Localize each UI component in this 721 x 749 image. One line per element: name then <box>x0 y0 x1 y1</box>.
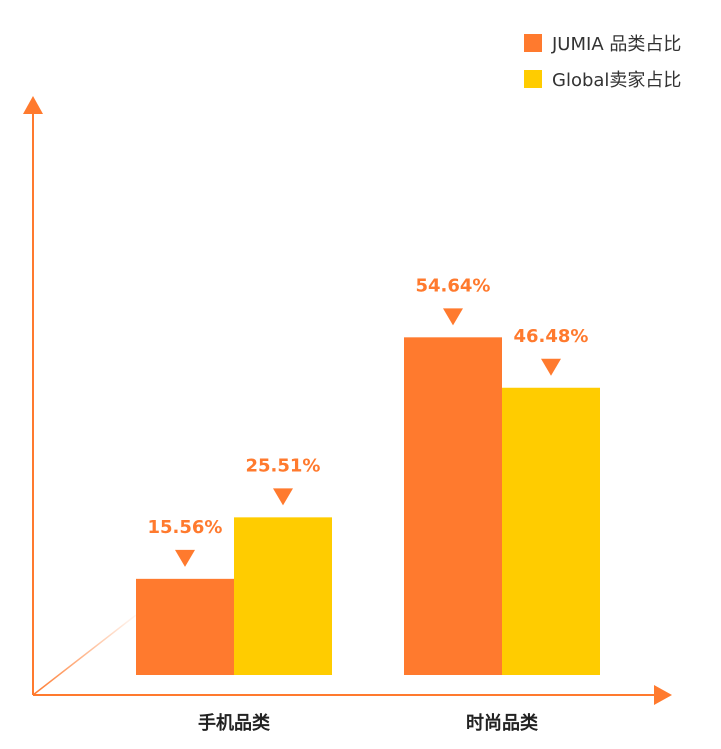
legend: JUMIA 品类占比 Global卖家占比 <box>524 34 681 91</box>
y-axis-arrow-icon <box>23 96 43 114</box>
value-label-2-series-2: 46.48% <box>514 326 589 347</box>
legend-label-series-2: Global卖家占比 <box>552 70 681 91</box>
bars <box>136 337 600 675</box>
bar-1-series-1 <box>136 578 234 675</box>
category-label-1: 手机品类 <box>198 712 271 734</box>
bar-2-series-2 <box>502 387 600 675</box>
bar-2-series-1 <box>404 337 502 675</box>
value-marker-icon <box>273 488 293 506</box>
bar-1-series-2 <box>234 517 332 675</box>
value-marker-icon <box>175 549 195 567</box>
legend-swatch-series-2 <box>524 70 542 88</box>
value-label-1-series-2: 25.51% <box>246 455 321 476</box>
value-label-2-series-1: 54.64% <box>416 275 491 296</box>
legend-label-series-1: JUMIA 品类占比 <box>551 34 681 55</box>
value-label-1-series-1: 15.56% <box>148 517 223 538</box>
value-labels: 15.56% 25.51% 54.64% 46.48% <box>148 275 589 567</box>
value-marker-icon <box>541 358 561 376</box>
x-axis-arrow-icon <box>654 685 672 705</box>
depth-axis-line <box>32 614 137 696</box>
axes <box>23 96 672 705</box>
value-marker-icon <box>443 308 463 326</box>
legend-swatch-series-1 <box>524 34 542 52</box>
category-label-2: 时尚品类 <box>466 712 539 734</box>
category-labels: 手机品类 时尚品类 <box>198 712 539 734</box>
